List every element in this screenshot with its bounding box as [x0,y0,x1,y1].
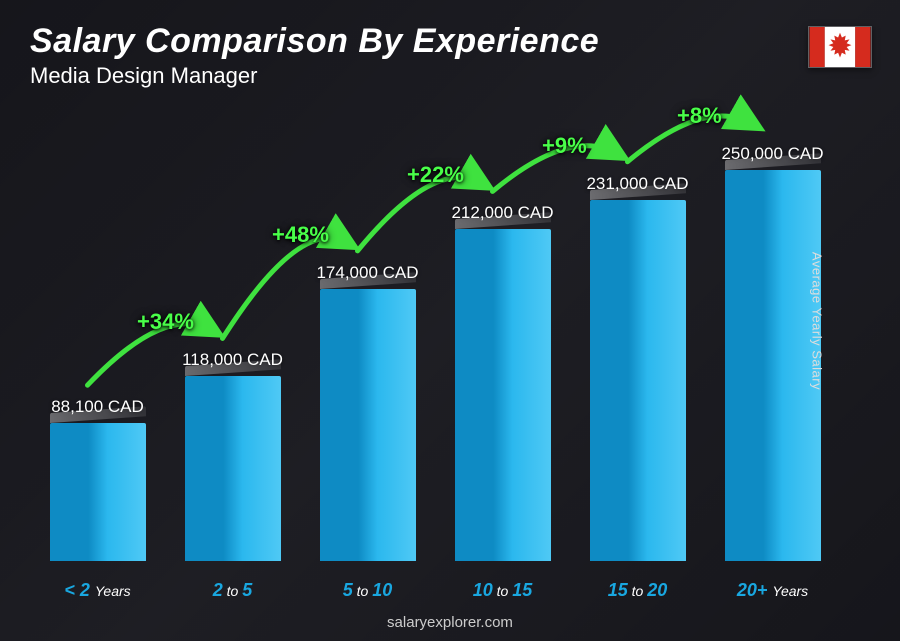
bar [50,423,146,561]
canada-flag-icon [808,26,872,68]
title-block: Salary Comparison By Experience Media De… [30,22,599,89]
increase-pct-label: +9% [542,133,587,159]
y-axis-label: Average Yearly Salary [809,251,824,389]
bar [455,229,551,561]
x-axis: < 2 Years2 to 55 to 1010 to 1515 to 2020… [30,580,840,601]
bar [320,289,416,561]
x-axis-label: 2 to 5 [165,580,300,601]
bar [590,200,686,561]
increase-pct-label: +8% [677,103,722,129]
flag-right-band [855,27,870,67]
flag-left-band [810,27,825,67]
increase-pct-label: +48% [272,222,329,248]
x-axis-label: 20+ Years [705,580,840,601]
bar-group: 118,000 CAD [165,120,300,561]
increase-pct-label: +22% [407,162,464,188]
bar-group: 88,100 CAD [30,120,165,561]
subtitle: Media Design Manager [30,63,599,89]
bar [185,376,281,561]
footer-attribution: salaryexplorer.com [0,614,900,631]
main-title: Salary Comparison By Experience [30,22,599,61]
increase-pct-label: +34% [137,309,194,335]
x-axis-label: 5 to 10 [300,580,435,601]
bar-group: 231,000 CAD [570,120,705,561]
x-axis-label: 15 to 20 [570,580,705,601]
x-axis-label: 10 to 15 [435,580,570,601]
bar [725,170,821,561]
x-axis-label: < 2 Years [30,580,165,601]
